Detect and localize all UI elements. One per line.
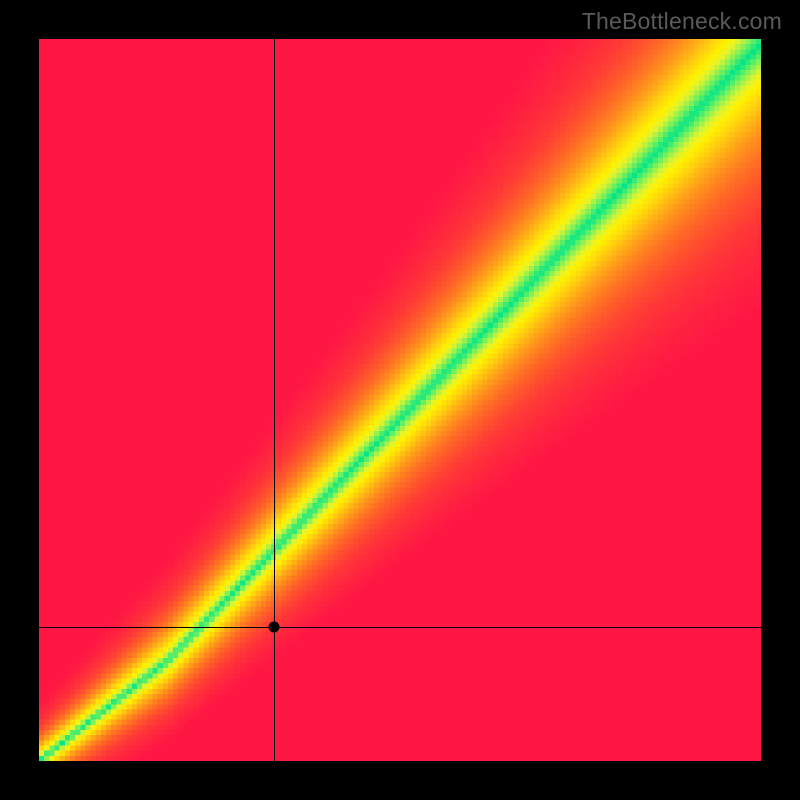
data-point-marker: [268, 622, 279, 633]
heatmap-plot-area: [39, 39, 761, 761]
watermark-text: TheBottleneck.com: [582, 8, 782, 35]
crosshair-horizontal: [39, 627, 761, 628]
heatmap-canvas: [39, 39, 761, 761]
crosshair-vertical: [274, 39, 275, 761]
